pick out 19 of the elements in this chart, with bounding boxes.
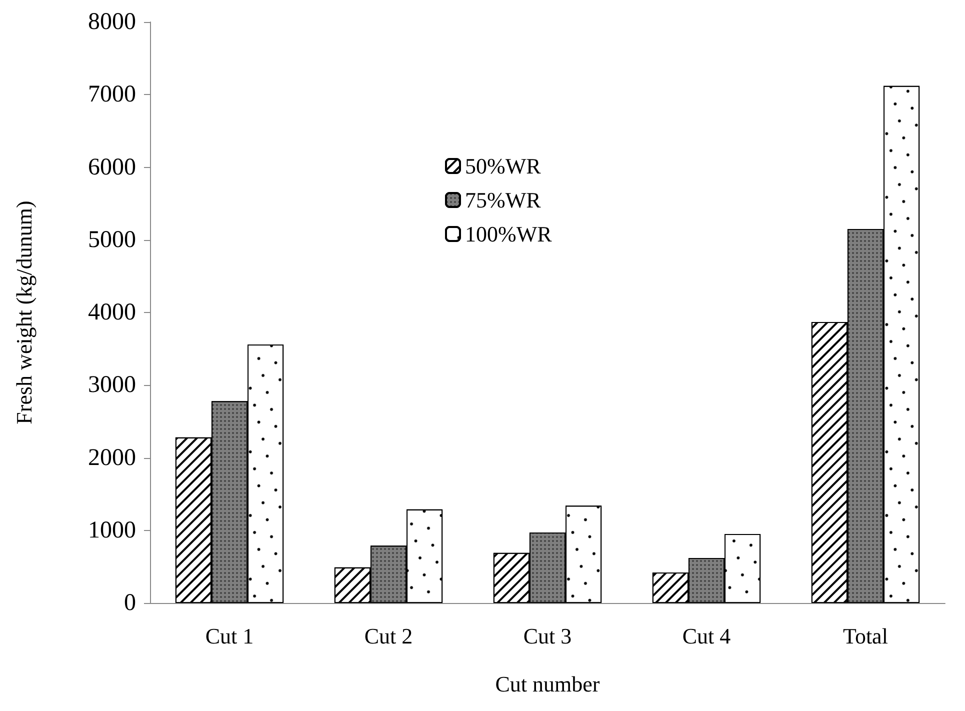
y-tick-label: 0 [124, 590, 136, 616]
y-tick-label: 1000 [88, 517, 136, 544]
y-tick-label: 8000 [88, 9, 136, 35]
y-tick-label: 3000 [88, 372, 136, 398]
y-tick-label: 4000 [88, 300, 136, 326]
legend-label: 50%WR [465, 154, 542, 178]
x-tick-label: Cut 2 [364, 624, 413, 648]
legend-label: 100%WR [465, 222, 552, 246]
y-tick-label: 7000 [88, 82, 136, 108]
y-tick-label: 5000 [88, 226, 136, 253]
legend-label: 75%WR [465, 188, 542, 212]
y-axis-title: Fresh weight (kg/dunum) [12, 200, 36, 424]
x-tick-label: Total [843, 624, 888, 648]
x-tick-label: Cut 4 [682, 624, 731, 648]
x-axis-title: Cut number [495, 672, 600, 696]
y-tick-label: 2000 [88, 444, 136, 471]
x-tick-label: Cut 1 [205, 624, 254, 648]
y-tick-label: 6000 [88, 154, 136, 180]
x-tick-label: Cut 3 [523, 624, 572, 648]
